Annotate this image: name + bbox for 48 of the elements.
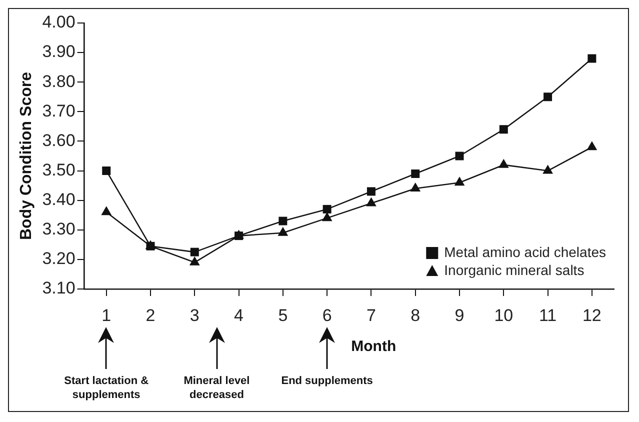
point — [101, 206, 112, 216]
point — [498, 158, 509, 168]
x-tick-label: 9 — [454, 306, 464, 325]
point — [454, 176, 465, 186]
y-tick-label: 4.00 — [42, 12, 76, 32]
x-tick-label: 3 — [190, 306, 200, 325]
y-tick-label: 3.10 — [42, 278, 76, 298]
x-tick-label: 2 — [146, 306, 156, 325]
point — [322, 212, 332, 222]
x-tick-label: 5 — [278, 306, 288, 325]
point — [499, 125, 508, 134]
point — [278, 226, 288, 236]
point — [588, 54, 596, 63]
y-tick-label: 3.70 — [42, 101, 76, 120]
x-tick-label: 6 — [322, 306, 332, 325]
point — [411, 169, 420, 178]
y-tick-label: 3.80 — [42, 72, 76, 91]
point — [366, 187, 376, 196]
text: Mineral level decreased — [184, 375, 250, 402]
legend-label: Inorganic mineral salts — [444, 262, 584, 278]
y-tick-label: 3.90 — [42, 42, 76, 62]
x-tick-label: 12 — [582, 306, 602, 325]
point — [366, 197, 376, 206]
x-tick-label: 11 — [538, 306, 557, 325]
point — [189, 256, 200, 266]
point — [322, 204, 332, 214]
x-tick-label: 7 — [366, 306, 376, 325]
y-tick-label: 3.50 — [42, 160, 76, 180]
text: Start lactation & supplements — [64, 375, 149, 402]
x-tick-label: 4 — [234, 306, 244, 325]
point — [542, 164, 553, 174]
x-axis-title: Month — [351, 338, 396, 356]
legend-label: Metal amino acid chelates — [444, 244, 606, 260]
point — [190, 248, 199, 256]
point — [410, 182, 421, 192]
point — [278, 216, 288, 226]
y-tick-label: 3.60 — [42, 130, 76, 150]
point — [586, 141, 598, 150]
point — [544, 92, 552, 102]
y-tick-label: 3.30 — [42, 220, 76, 239]
x-tick-label: 8 — [410, 306, 420, 325]
y-tick-label: 3.40 — [42, 190, 76, 210]
y-axis-title: Body Condition Score — [18, 72, 36, 240]
text: End supplements — [281, 375, 373, 388]
x-tick-label: 10 — [494, 306, 514, 325]
y-tick-label: 3.20 — [42, 249, 76, 268]
point — [102, 166, 111, 176]
x-tick-label: 1 — [102, 306, 112, 325]
